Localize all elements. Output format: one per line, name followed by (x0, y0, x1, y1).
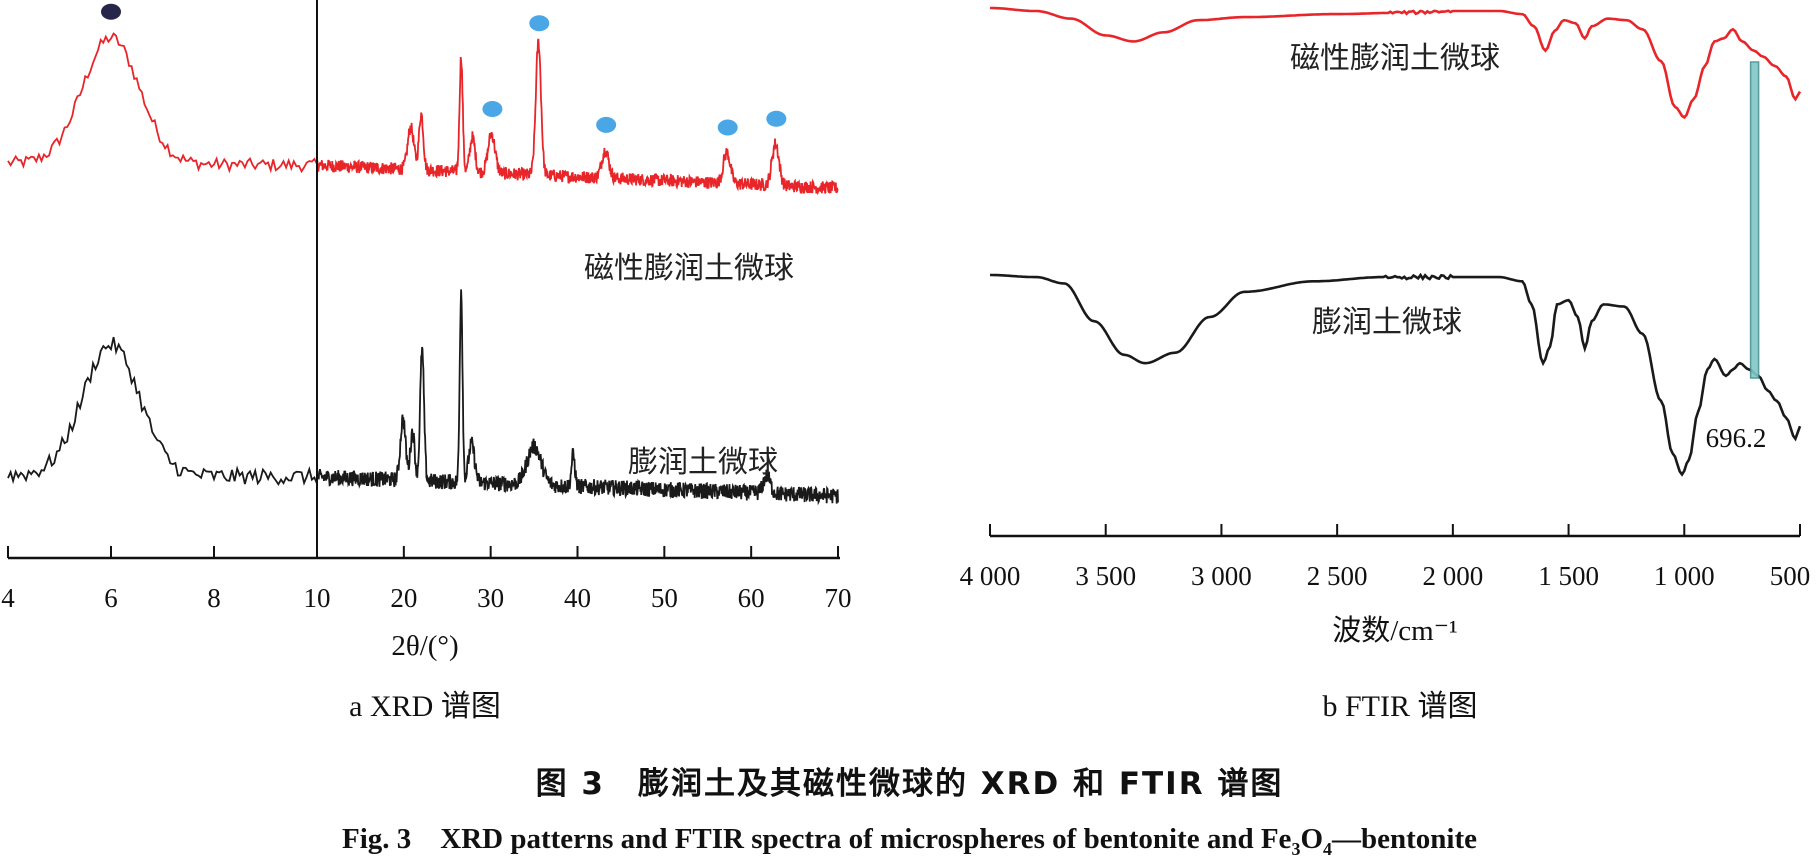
xrd-panel-label: a XRD 谱图 (349, 690, 501, 723)
xrd-series-label-bentonite: 膨润土微球 (628, 445, 778, 480)
xrd-tick-label-8: 60 (738, 583, 765, 613)
ftir-tick-label-7: 500 (1770, 561, 1811, 591)
caption-en-main: Fig. 3 XRD patterns and FTIR spectra of … (341, 823, 1292, 855)
caption-en-sub3: 3 (1291, 838, 1301, 859)
xrd-x-ticks: 4 6 8 10 20 30 40 50 60 70 (1, 546, 852, 613)
xrd-series-line-1 (7, 289, 839, 506)
caption-en-mid: O (1300, 823, 1323, 855)
ftir-696-band-marker (1749, 61, 1760, 379)
ftir-annotation-696: 696.2 (1706, 423, 1767, 453)
caption-en-tail: —bentonite (1332, 823, 1477, 855)
figure-caption-cn: 图 3 膨润土及其磁性微球的 XRD 和 FTIR 谱图 (535, 766, 1284, 802)
ftir-tick-label-3: 2 500 (1307, 561, 1368, 591)
xrd-peak-marker-2 (529, 15, 550, 32)
xrd-tick-label-7: 50 (651, 583, 678, 613)
ftir-tick-label-6: 1 000 (1654, 561, 1715, 591)
xrd-panel: 4 6 8 10 20 30 40 50 60 70 磁性膨润土微球 膨润土微球 2θ/(°) a… (1, 0, 852, 723)
xrd-tick-label-3: 10 (304, 583, 331, 613)
caption-en-sub4: 4 (1323, 838, 1332, 859)
ftir-series-group (990, 6, 1802, 477)
xrd-peak-marker-0 (101, 3, 121, 20)
xrd-tick-label-2: 8 (207, 583, 221, 613)
xrd-tick-label-6: 40 (564, 583, 591, 613)
ftir-series-line-1 (990, 272, 1802, 477)
ftir-panel-label: b FTIR 谱图 (1322, 690, 1477, 723)
xrd-peak-marker-1 (482, 101, 503, 118)
ftir-tick-label-2: 3 000 (1191, 561, 1252, 591)
xrd-x-axis-label: 2θ/(°) (391, 630, 458, 662)
ftir-series-label-bentonite: 膨润土微球 (1312, 305, 1462, 340)
xrd-peak-marker-3 (596, 116, 617, 133)
xrd-tick-label-1: 6 (104, 583, 118, 613)
xrd-tick-label-5: 30 (477, 583, 504, 613)
xrd-peak-markers (101, 3, 787, 136)
figure-caption-en: Fig. 3 XRD patterns and FTIR spectra of … (0, 815, 1819, 860)
xrd-peak-marker-4 (717, 119, 738, 136)
ftir-x-ticks: 4 000 3 500 3 000 2 500 2 000 1 500 1 000 500 (960, 524, 1811, 591)
ftir-panel: 4 000 3 500 3 000 2 500 2 000 1 500 1 000 500 磁… (960, 6, 1811, 723)
xrd-peak-marker-5 (766, 110, 787, 127)
xrd-tick-label-9: 70 (825, 583, 852, 613)
xrd-tick-label-4: 20 (390, 583, 417, 613)
ftir-series-line-0 (990, 6, 1802, 120)
ftir-tick-label-0: 4 000 (960, 561, 1021, 591)
xrd-series-line-0 (7, 32, 839, 196)
xrd-tick-label-0: 4 (1, 583, 15, 613)
xrd-series-label-magnetic: 磁性膨润土微球 (584, 251, 794, 286)
ftir-tick-label-5: 1 500 (1538, 561, 1599, 591)
ftir-series-label-magnetic: 磁性膨润土微球 (1290, 41, 1500, 76)
ftir-tick-label-4: 2 000 (1422, 561, 1483, 591)
xrd-series-group (7, 32, 839, 506)
ftir-tick-label-1: 3 500 (1075, 561, 1136, 591)
ftir-x-axis-label: 波数/cm⁻¹ (1332, 614, 1458, 647)
